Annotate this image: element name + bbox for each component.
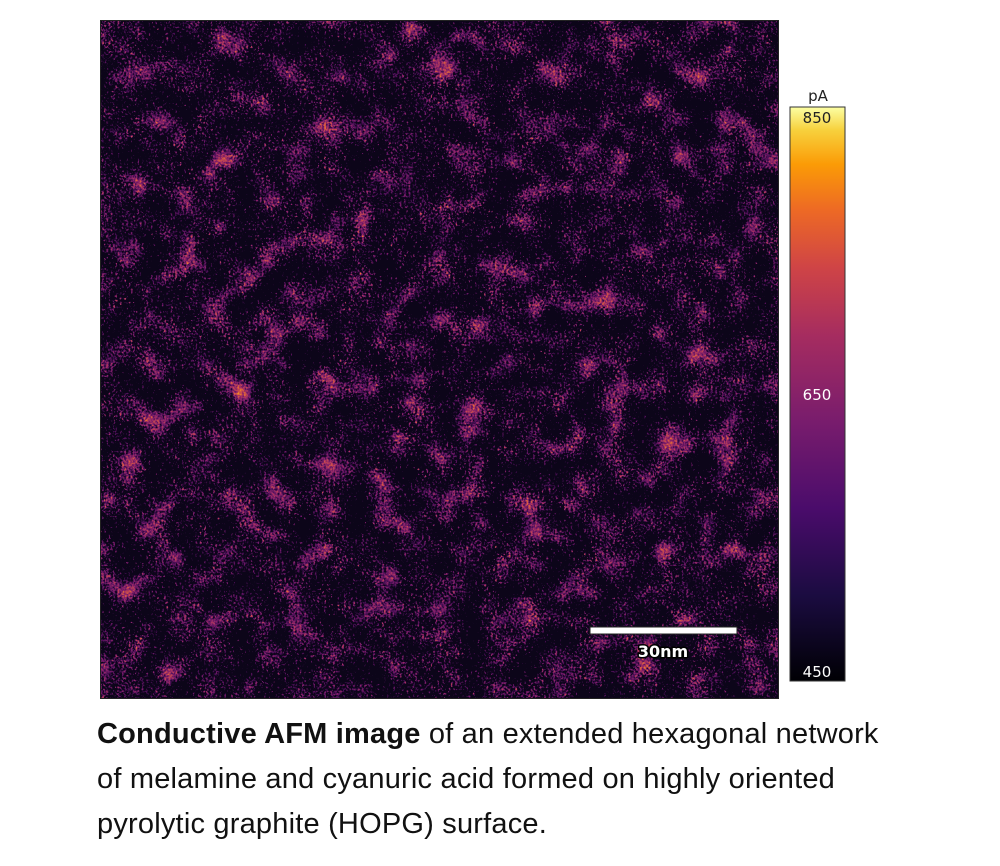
caption-text: of an extended hexagonal network of mela… bbox=[97, 718, 879, 840]
scale-bar bbox=[589, 626, 738, 635]
caption: Conductive AFM image of an extended hexa… bbox=[97, 712, 887, 847]
caption-bold: Conductive AFM image bbox=[97, 718, 421, 750]
colorbar-unit: pA bbox=[808, 87, 829, 105]
figure: 30nm pA 850 650 450 bbox=[100, 20, 846, 699]
image-frame bbox=[100, 20, 779, 699]
scale-bar-label: 30nm bbox=[638, 642, 688, 661]
afm-image bbox=[100, 20, 779, 699]
colorbar-tick-label: 850 bbox=[803, 109, 832, 127]
colorbar-tick-label: 450 bbox=[803, 663, 832, 681]
colorbar-ticks: 850 650 450 bbox=[803, 109, 832, 681]
colorbar bbox=[789, 106, 846, 682]
colorbar-tick-label: 650 bbox=[803, 386, 832, 404]
